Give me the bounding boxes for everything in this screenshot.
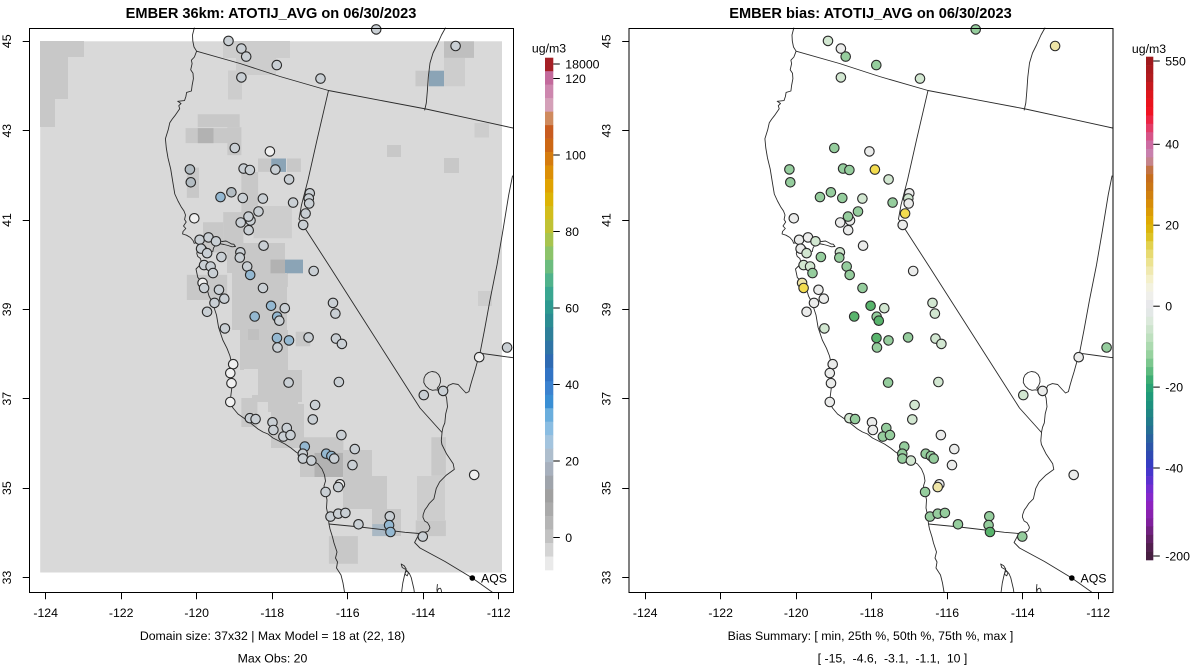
svg-text:-20: -20	[1165, 380, 1183, 394]
svg-text:-112: -112	[487, 606, 511, 620]
svg-text:ug/m3: ug/m3	[1132, 42, 1166, 56]
svg-text:45: 45	[0, 34, 14, 48]
svg-text:-122: -122	[708, 606, 733, 620]
svg-text:20: 20	[565, 454, 579, 468]
svg-text:-114: -114	[411, 606, 435, 620]
svg-text:-116: -116	[935, 606, 959, 620]
svg-text:-112: -112	[1086, 606, 1110, 620]
svg-text:33: 33	[600, 571, 614, 585]
svg-text:ug/m3: ug/m3	[532, 42, 566, 56]
svg-text:Max Obs: 20: Max Obs: 20	[238, 652, 308, 666]
svg-text:120: 120	[565, 72, 586, 86]
svg-text:100: 100	[565, 148, 586, 162]
svg-text:-200: -200	[1165, 549, 1190, 563]
svg-text:-120: -120	[784, 606, 809, 620]
svg-text:Domain size: 37x32 | Max Model: Domain size: 37x32 | Max Model = 18 at (…	[140, 629, 405, 643]
svg-text:EMBER 36km: ATOTIJ_AVG on 06/3: EMBER 36km: ATOTIJ_AVG on 06/30/2023	[126, 6, 417, 22]
svg-text:41: 41	[0, 213, 14, 227]
svg-text:-124: -124	[633, 606, 658, 620]
svg-text:20: 20	[1165, 219, 1179, 233]
svg-text:37: 37	[0, 392, 14, 406]
svg-text:40: 40	[1165, 138, 1179, 152]
svg-text:39: 39	[0, 302, 14, 316]
svg-text:40: 40	[565, 378, 579, 392]
svg-text:EMBER bias: ATOTIJ_AVG on 06/3: EMBER bias: ATOTIJ_AVG on 06/30/2023	[729, 6, 1012, 22]
svg-text:[ -15, -4.6, -3.1, -1.1, 1: [ -15, -4.6, -3.1, -1.1, 10 ]	[818, 652, 968, 666]
svg-text:-124: -124	[33, 606, 58, 620]
svg-text:41: 41	[600, 213, 614, 227]
svg-text:-114: -114	[1011, 606, 1035, 620]
svg-text:37: 37	[600, 392, 614, 406]
svg-text:-40: -40	[1165, 461, 1183, 475]
svg-text:80: 80	[565, 225, 579, 239]
svg-text:43: 43	[600, 124, 614, 138]
svg-text:0: 0	[1165, 300, 1172, 314]
svg-text:-120: -120	[184, 606, 209, 620]
svg-text:35: 35	[600, 481, 614, 495]
svg-text:60: 60	[565, 301, 579, 315]
svg-text:550: 550	[1165, 54, 1186, 68]
svg-text:43: 43	[0, 124, 14, 138]
svg-text:AQS: AQS	[481, 572, 507, 586]
svg-text:39: 39	[600, 302, 614, 316]
svg-text:-118: -118	[860, 606, 884, 620]
svg-text:33: 33	[0, 571, 14, 585]
svg-text:35: 35	[0, 481, 14, 495]
svg-text:-118: -118	[260, 606, 284, 620]
svg-text:Bias Summary: [ min, 25th %, 5: Bias Summary: [ min, 25th %, 50th %, 75t…	[728, 629, 1014, 643]
svg-text:0: 0	[565, 531, 572, 545]
svg-text:45: 45	[600, 34, 614, 48]
svg-text:AQS: AQS	[1081, 572, 1107, 586]
svg-text:-116: -116	[336, 606, 360, 620]
svg-text:-122: -122	[109, 606, 134, 620]
svg-text:18000: 18000	[565, 57, 599, 71]
